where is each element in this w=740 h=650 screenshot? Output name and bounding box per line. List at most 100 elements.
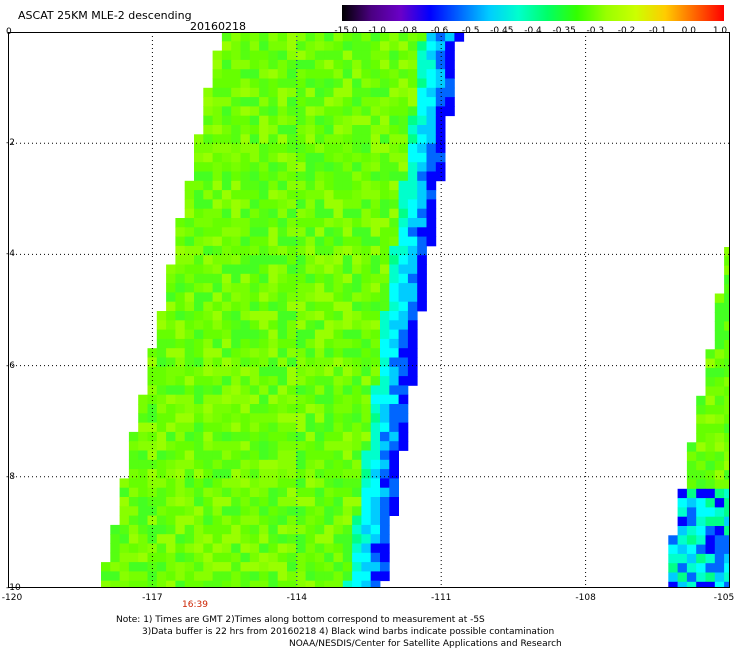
swath-cell [370, 190, 381, 200]
swath-cell [417, 273, 427, 284]
swath-cell [287, 152, 297, 163]
swath-cell [221, 218, 232, 228]
swath-cell [668, 581, 678, 588]
swath-cell [259, 218, 269, 228]
swath-cell [705, 507, 716, 518]
swath-cell [203, 264, 213, 275]
swath-cell [156, 450, 167, 461]
swath-cell [361, 404, 372, 414]
swath-cell [352, 580, 362, 588]
swath-cell [231, 562, 241, 572]
colorbar-label: -15.0 [334, 26, 358, 36]
swath-cell [259, 524, 269, 535]
swath-cell [212, 283, 223, 293]
swath-cell [724, 386, 730, 397]
swath-cell [705, 553, 716, 564]
swath-cell [231, 69, 241, 79]
swath-cell [305, 562, 316, 572]
swath-cell [426, 208, 437, 219]
y-tick-label: -2 [6, 138, 15, 149]
swath-cell [212, 208, 223, 219]
swath-cell [324, 283, 334, 293]
swath-cell [305, 580, 316, 588]
swath-cell [407, 311, 418, 321]
x-tick-label: -120 [1, 593, 23, 603]
swath-cell [203, 152, 213, 163]
swath-cell [212, 134, 223, 144]
swath-cell [203, 97, 213, 107]
swath-cell [324, 478, 334, 489]
swath-cell [342, 338, 353, 349]
swath-cell [249, 218, 260, 228]
swath-cell [175, 487, 186, 498]
swath-cell [352, 469, 362, 479]
swath-cell [370, 283, 381, 293]
swath-cell [333, 301, 344, 312]
swath-cell [714, 544, 725, 555]
swath-cell [314, 534, 325, 544]
swath-cell [259, 134, 269, 144]
swath-cell [184, 245, 195, 256]
swath-cell [696, 395, 706, 406]
swath-cell [352, 524, 362, 535]
swath-cell [324, 580, 334, 588]
swath-cell [268, 413, 279, 423]
swath-cell [352, 348, 362, 358]
swath-cell [166, 338, 176, 349]
swath-cell [426, 106, 437, 117]
swath-cell [175, 385, 186, 396]
swath-cell [212, 199, 223, 210]
swath-cell [407, 301, 418, 312]
swath-cell [212, 580, 223, 588]
swath-cell [296, 134, 306, 144]
swath-cell [380, 524, 390, 535]
swath-cell [221, 59, 232, 70]
swath-cell [426, 227, 437, 237]
swath-cell [166, 571, 176, 582]
swath-cell [240, 50, 251, 61]
swath-cell [203, 497, 213, 507]
colorbar-label: 1.0 [712, 26, 728, 36]
swath-cell [370, 152, 381, 163]
swath-cell [705, 498, 716, 508]
swath-cell [175, 273, 186, 284]
swath-cell [296, 413, 306, 423]
swath-cell [221, 459, 232, 470]
swath-cell [212, 311, 223, 321]
swath-cell [342, 441, 353, 451]
swath-cell [370, 562, 381, 572]
swath-cell [231, 422, 241, 433]
swath-cell [361, 264, 372, 275]
swath-cell [324, 106, 334, 117]
swath-cell [119, 543, 130, 554]
swath-cell [361, 171, 372, 182]
swath-cell [184, 208, 195, 219]
swath-cell [352, 245, 362, 256]
time-label: 16:39 [182, 600, 208, 610]
swath-cell [333, 273, 344, 284]
swath-cell [333, 404, 344, 414]
swath-cell [194, 273, 204, 284]
swath-cell [724, 358, 730, 369]
swath-cell [389, 143, 399, 154]
swath-cell [380, 125, 390, 135]
swath-cell [156, 580, 167, 588]
swath-cell [426, 59, 437, 70]
swath-cell [333, 32, 344, 42]
swath-cell [445, 41, 455, 51]
swath-cell [175, 469, 186, 479]
swath-cell [314, 394, 325, 405]
swath-cell [184, 478, 195, 489]
swath-cell [110, 562, 120, 572]
swath-cell [184, 431, 195, 442]
swath-cell [194, 357, 204, 368]
swath-cell [184, 236, 195, 247]
swath-cell [259, 264, 269, 275]
swath-cell [686, 470, 697, 480]
swath-cell [314, 459, 325, 470]
swath-cell [175, 376, 186, 386]
swath-cell [231, 245, 241, 256]
swath-cell [686, 572, 697, 583]
swath-cell [194, 394, 204, 405]
swath-cell [268, 134, 279, 144]
